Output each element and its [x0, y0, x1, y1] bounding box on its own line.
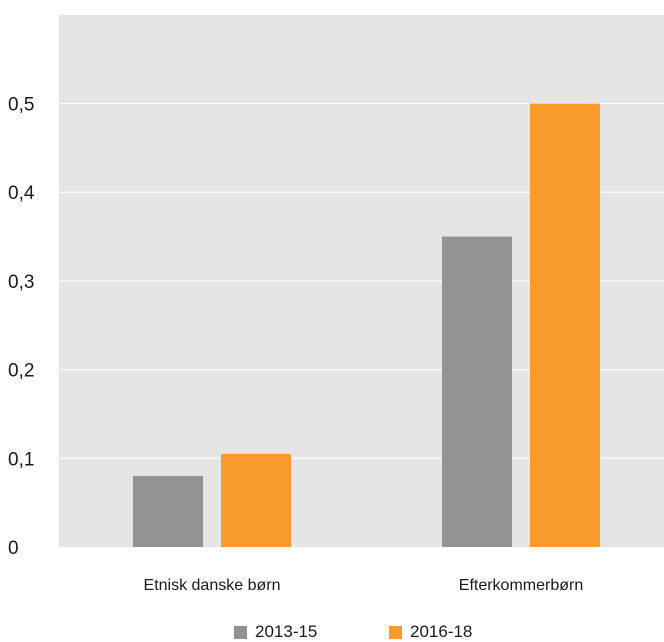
legend-swatch-2016-18 — [389, 625, 402, 639]
y-tick-label: 0 — [8, 538, 19, 559]
y-tick-label: 0,5 — [8, 95, 34, 116]
bar-2013-15-0 — [133, 476, 203, 547]
y-tick-label: 0,2 — [8, 361, 34, 382]
legend-label-2016-18: 2016-18 — [410, 622, 473, 641]
bars — [133, 103, 600, 548]
legend-label-2013-15: 2013-15 — [255, 622, 318, 641]
legend-item-2013-15: 2013-15 — [234, 622, 317, 642]
legend: 2013-15 2016-18 — [0, 622, 664, 642]
legend-swatch-2013-15 — [234, 625, 247, 639]
bar-chart: 0 0,1 0,2 0,3 0,4 0,5 Etnisk danske børn Efter… — [8, 15, 664, 594]
y-tick-label: 0,1 — [8, 449, 34, 470]
y-axis-ticks: 0 0,1 0,2 0,3 0,4 0,5 — [8, 95, 35, 560]
x-category-label: Efterkommerbørn — [459, 577, 583, 594]
legend-item-2016-18: 2016-18 — [389, 622, 472, 642]
x-category-label: Etnisk danske børn — [144, 577, 281, 594]
x-axis-labels: Etnisk danske børn Efterkommerbørn — [144, 577, 584, 594]
bar-2016-18-1 — [530, 103, 600, 547]
y-tick-label: 0,4 — [8, 183, 35, 204]
bar-2013-15-1 — [442, 236, 512, 548]
bar-2016-18-0 — [221, 453, 291, 547]
y-tick-label: 0,3 — [8, 272, 34, 293]
